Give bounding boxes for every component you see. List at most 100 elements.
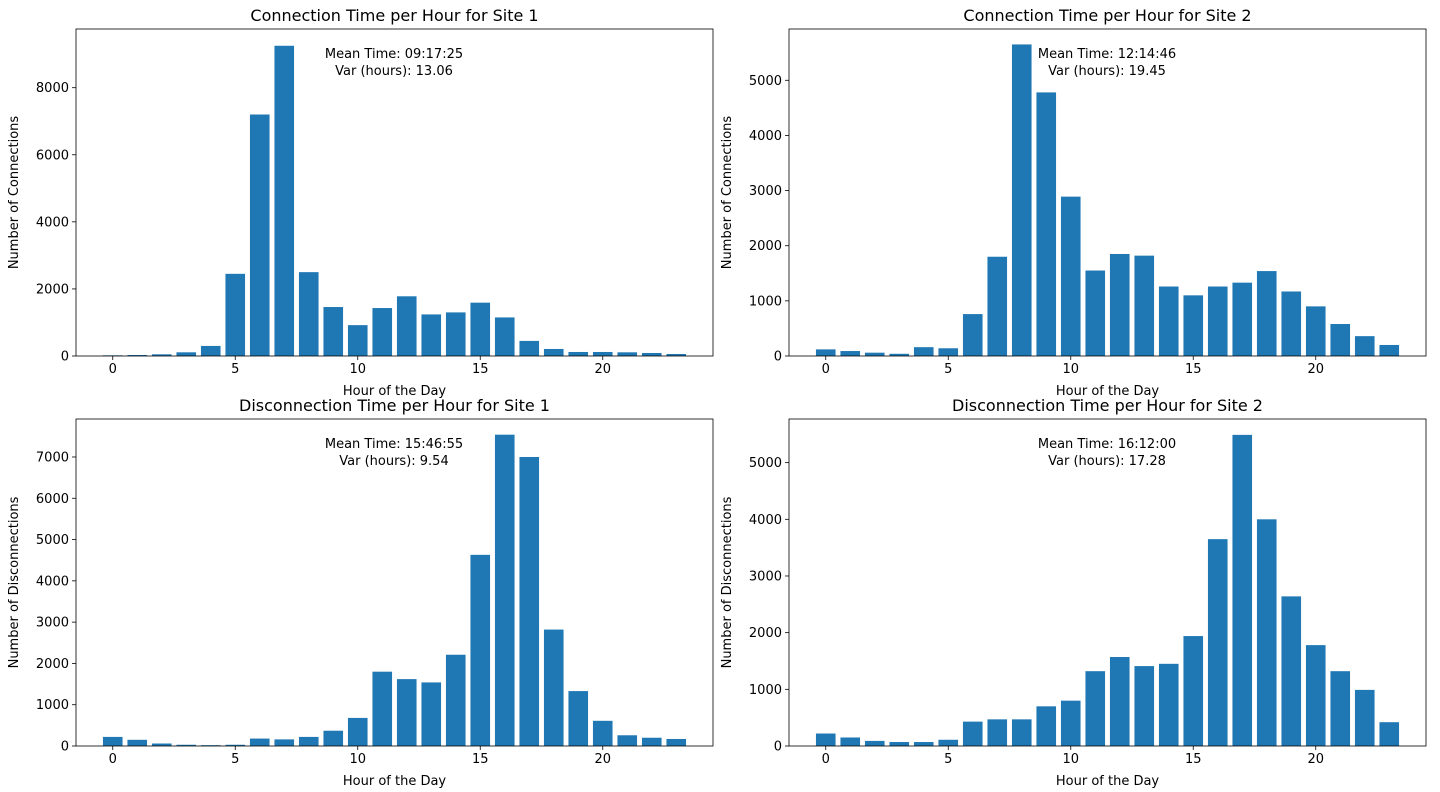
x-tick-label: 5 xyxy=(944,752,952,767)
y-tick-label: 2000 xyxy=(36,657,69,672)
x-axis-label: Hour of the Day xyxy=(343,774,447,789)
bar-hour-3 xyxy=(889,353,910,356)
y-tick-label: 0 xyxy=(774,740,782,755)
bar-hour-1 xyxy=(840,737,861,746)
x-tick-label: 15 xyxy=(1185,752,1202,767)
bar-hour-2 xyxy=(151,354,172,356)
bar-hour-19 xyxy=(568,691,589,746)
x-tick-label: 20 xyxy=(594,362,611,377)
bar-hour-19 xyxy=(1281,291,1302,356)
bar-hour-15 xyxy=(1183,295,1204,356)
bar-hour-2 xyxy=(151,743,172,746)
bar-hour-21 xyxy=(617,352,638,356)
bar-hour-5 xyxy=(938,348,959,356)
bar-hour-14 xyxy=(1158,286,1179,356)
y-tick-label: 5000 xyxy=(36,533,69,548)
bar-hour-5 xyxy=(938,739,959,746)
bar-hour-7 xyxy=(987,719,1008,746)
y-tick-label: 0 xyxy=(61,740,69,755)
bar-hour-7 xyxy=(987,256,1008,356)
y-tick-label: 1000 xyxy=(36,698,69,713)
bar-hour-13 xyxy=(1134,255,1155,356)
bar-hour-16 xyxy=(494,317,515,356)
bar-hour-10 xyxy=(1060,196,1081,356)
annotation-line-2: Var (hours): 13.06 xyxy=(335,64,453,79)
bar-hour-15 xyxy=(470,302,491,356)
bar-hour-3 xyxy=(176,352,197,356)
y-tick-label: 3000 xyxy=(36,616,69,631)
bar-hour-11 xyxy=(372,671,393,746)
y-tick-label: 0 xyxy=(61,350,69,365)
bar-hour-19 xyxy=(568,351,589,356)
x-tick-label: 0 xyxy=(822,362,830,377)
bar-hour-15 xyxy=(1183,636,1204,746)
bar-hour-14 xyxy=(1158,663,1179,746)
bar-hour-18 xyxy=(1256,271,1277,356)
annotation-line-2: Var (hours): 17.28 xyxy=(1048,454,1166,469)
bar-hour-0 xyxy=(815,733,836,746)
x-tick-label: 15 xyxy=(472,362,489,377)
x-axis-label: Hour of the Day xyxy=(1056,384,1160,399)
x-axis-label: Hour of the Day xyxy=(1056,774,1160,789)
bar-hour-11 xyxy=(1085,270,1106,356)
chart-panel-4: 0 5 10 15 20 0 1000 2000 3000 4000 5000 Disconnecti… xyxy=(720,396,1427,789)
bar-hour-12 xyxy=(1109,253,1130,356)
bar-hour-18 xyxy=(543,629,564,746)
x-tick-label: 5 xyxy=(231,752,239,767)
bar-hour-7 xyxy=(274,739,295,746)
axes-frame xyxy=(788,28,1427,357)
x-tick-label: 15 xyxy=(472,752,489,767)
bar-hour-13 xyxy=(1134,666,1155,746)
bar-hour-9 xyxy=(323,307,344,356)
bar-hour-12 xyxy=(1109,657,1130,746)
bar-hour-22 xyxy=(641,352,662,356)
chart-panel-3: 0 5 10 15 20 0 1000 2000 3000 4000 5000 6000 7000 Dis… xyxy=(7,396,714,789)
x-tick-label: 0 xyxy=(109,362,117,377)
x-tick-label: 10 xyxy=(349,362,366,377)
bar-hour-16 xyxy=(1207,539,1228,746)
bar-hour-8 xyxy=(298,272,319,356)
bar-hour-20 xyxy=(592,351,613,356)
bar-hour-18 xyxy=(543,348,564,356)
bar-hour-1 xyxy=(127,354,148,356)
x-tick-label: 0 xyxy=(822,752,830,767)
bar-hour-1 xyxy=(840,351,861,356)
chart-panel-1: 0 5 10 15 20 0 2000 4000 6000 8000 Connection Time… xyxy=(7,6,714,399)
y-tick-label: 3000 xyxy=(749,569,782,584)
bar-hour-1 xyxy=(127,739,148,746)
annotation-line-2: Var (hours): 9.54 xyxy=(339,454,448,469)
y-axis-label: Number of Disconnections xyxy=(720,496,735,668)
bar-hour-5 xyxy=(225,744,246,746)
chart-title: Disconnection Time per Hour for Site 1 xyxy=(239,396,550,415)
bar-hour-3 xyxy=(176,744,197,746)
y-tick-label: 4000 xyxy=(749,129,782,144)
bar-hour-4 xyxy=(200,745,221,746)
y-tick-label: 4000 xyxy=(36,574,69,589)
bar-hour-23 xyxy=(1379,344,1400,356)
bar-hour-9 xyxy=(323,730,344,746)
bar-hour-0 xyxy=(102,736,123,746)
bar-hour-20 xyxy=(592,720,613,746)
bar-hour-10 xyxy=(347,717,368,746)
bar-hour-6 xyxy=(249,114,270,357)
bar-hour-18 xyxy=(1256,519,1277,746)
bar-hour-17 xyxy=(1232,282,1253,356)
bar-hour-12 xyxy=(396,296,417,356)
y-tick-label: 8000 xyxy=(36,81,69,96)
bar-hour-8 xyxy=(1011,719,1032,746)
bar-hour-11 xyxy=(372,308,393,356)
bar-hour-23 xyxy=(1379,722,1400,746)
y-tick-label: 2000 xyxy=(749,626,782,641)
bar-hour-4 xyxy=(200,345,221,356)
y-axis-label: Number of Connections xyxy=(7,116,22,270)
bar-hour-9 xyxy=(1036,706,1057,746)
bar-hour-6 xyxy=(962,721,983,746)
y-tick-label: 5000 xyxy=(749,74,782,89)
x-tick-label: 15 xyxy=(1185,362,1202,377)
annotation-line-1: Mean Time: 09:17:25 xyxy=(325,47,463,62)
y-tick-label: 1000 xyxy=(749,683,782,698)
axes-frame xyxy=(75,28,714,357)
axes-frame xyxy=(75,418,714,747)
annotation-line-2: Var (hours): 19.45 xyxy=(1048,64,1166,79)
